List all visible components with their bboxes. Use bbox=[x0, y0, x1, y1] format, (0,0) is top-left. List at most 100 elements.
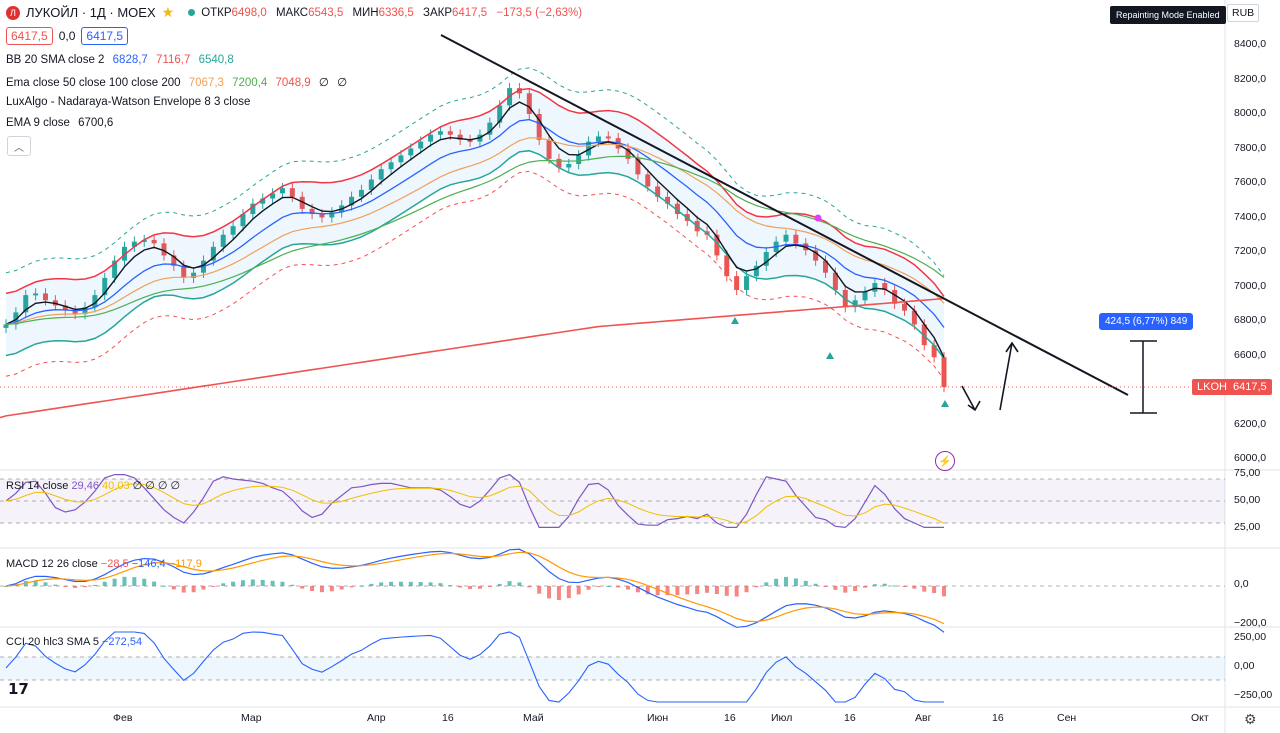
macd-histogram-bar bbox=[547, 586, 552, 599]
candle-body bbox=[595, 136, 601, 142]
macd-histogram-bar bbox=[695, 586, 700, 595]
cci-legend[interactable]: CCI 20 hlc3 SMA 5 −272,54 bbox=[6, 636, 143, 648]
candle-body bbox=[783, 234, 789, 242]
macd-histogram-bar bbox=[922, 586, 927, 592]
macd-histogram-bar bbox=[53, 584, 58, 586]
pane-axis-tick: 250,00 bbox=[1234, 631, 1267, 643]
macd-histogram-bar bbox=[329, 586, 334, 592]
macd-histogram-bar bbox=[813, 583, 818, 586]
macd-histogram-bar bbox=[635, 586, 640, 593]
candle-body bbox=[398, 155, 404, 163]
currency-selector[interactable]: RUB bbox=[1227, 4, 1260, 22]
price-tick: 7200,0 bbox=[1234, 245, 1267, 257]
ema-legend[interactable]: Ema close 50 close 100 close 200 7067,3 … bbox=[6, 77, 348, 89]
candle-body bbox=[121, 246, 127, 261]
time-tick: Май bbox=[523, 712, 544, 724]
sell-price[interactable]: 6417,5 bbox=[6, 27, 53, 45]
macd-histogram-bar bbox=[270, 580, 275, 586]
candle-body bbox=[665, 196, 671, 204]
candle-body bbox=[645, 174, 651, 187]
macd-histogram-bar bbox=[438, 583, 443, 586]
macd-histogram-bar bbox=[774, 578, 779, 586]
bb-upper-line bbox=[5, 87, 945, 297]
macd-histogram-bar bbox=[882, 583, 887, 586]
macd-histogram-bar bbox=[448, 585, 453, 587]
macd-histogram-bar bbox=[152, 581, 157, 586]
macd-histogram-bar bbox=[823, 586, 828, 587]
candle-body bbox=[872, 283, 878, 292]
pane-axis-tick: 75,00 bbox=[1234, 467, 1261, 479]
macd-histogram-bar bbox=[596, 586, 601, 587]
macd-histogram-bar bbox=[43, 582, 48, 586]
candle-body bbox=[536, 114, 542, 140]
price-tick: 8000,0 bbox=[1234, 107, 1267, 119]
candle-body bbox=[813, 250, 819, 261]
signal-marker bbox=[731, 317, 739, 324]
rsi-legend[interactable]: RSI 14 close 29,46 40,03 ∅ ∅ ∅ ∅ bbox=[6, 480, 181, 492]
macd-histogram-bar bbox=[665, 586, 670, 596]
symbol-title[interactable]: ЛУКОЙЛ · 1Д · MOEX bbox=[26, 5, 156, 20]
rsi-ma-line bbox=[5, 483, 945, 525]
macd-histogram-bar bbox=[398, 581, 403, 586]
time-tick: Фев bbox=[113, 712, 133, 724]
time-tick: 16 bbox=[844, 712, 856, 724]
candle-body bbox=[447, 131, 453, 135]
macd-histogram-bar bbox=[606, 585, 611, 587]
candle-body bbox=[151, 239, 157, 244]
macd-histogram-bar bbox=[132, 577, 137, 586]
signal-marker bbox=[826, 352, 834, 359]
bb-legend[interactable]: BB 20 SMA close 2 6828,7 7116,7 6540,8 bbox=[6, 54, 234, 66]
candle-body bbox=[289, 188, 295, 197]
candle-body bbox=[655, 186, 661, 197]
ohlc-values: ОТКР6498,0 МАКС6543,5 МИН6336,5 ЗАКР6417… bbox=[201, 6, 583, 19]
candle-body bbox=[141, 239, 147, 242]
macd-histogram-bar bbox=[122, 576, 127, 586]
macd-histogram-bar bbox=[290, 584, 295, 586]
macd-histogram-bar bbox=[902, 586, 907, 587]
ema9-legend[interactable]: EMA 9 close 6700,6 bbox=[6, 117, 114, 129]
candle-body bbox=[210, 246, 216, 261]
macd-histogram-bar bbox=[112, 578, 117, 586]
macd-histogram-bar bbox=[487, 586, 492, 587]
signal-marker bbox=[941, 400, 949, 407]
macd-legend[interactable]: MACD 12 26 close −28,5 −146,4 −117,9 bbox=[6, 558, 202, 570]
macd-histogram-bar bbox=[626, 586, 631, 590]
tradingview-logo[interactable]: 17 bbox=[8, 680, 29, 698]
last-price-label: LKOH 6417,5 bbox=[1192, 379, 1272, 395]
candle-body bbox=[586, 141, 592, 156]
nw-envelope-lower bbox=[5, 170, 945, 380]
buy-price[interactable]: 6417,5 bbox=[81, 27, 129, 45]
macd-histogram-bar bbox=[339, 586, 344, 590]
spread-value: 0,0 bbox=[58, 29, 76, 43]
repainting-badge: Repainting Mode Enabled bbox=[1110, 6, 1226, 24]
candle-body bbox=[349, 196, 355, 206]
candle-body bbox=[3, 324, 9, 328]
gear-icon[interactable]: ⚙ bbox=[1244, 711, 1257, 727]
star-icon[interactable]: ★ bbox=[161, 4, 175, 20]
candle-body bbox=[832, 272, 838, 290]
lightning-icon[interactable]: ⚡ bbox=[935, 451, 955, 471]
candle-body bbox=[457, 134, 463, 140]
candle-body bbox=[408, 148, 414, 156]
luxalgo-legend[interactable]: LuxAlgo - Nadaraya-Watson Envelope 8 3 c… bbox=[6, 96, 251, 108]
macd-histogram-bar bbox=[379, 582, 384, 586]
candle-body bbox=[42, 293, 48, 301]
macd-histogram-bar bbox=[458, 586, 463, 588]
price-tick: 7600,0 bbox=[1234, 176, 1267, 188]
price-tick: 7800,0 bbox=[1234, 141, 1267, 154]
candle-body bbox=[102, 277, 108, 296]
macd-histogram-bar bbox=[793, 578, 798, 586]
macd-histogram-bar bbox=[833, 586, 838, 590]
macd-histogram-bar bbox=[142, 578, 147, 586]
pane-axis-tick: −250,00 bbox=[1234, 689, 1273, 701]
macd-histogram-bar bbox=[161, 585, 166, 587]
time-tick: Апр bbox=[367, 712, 386, 724]
macd-histogram-bar bbox=[675, 586, 680, 596]
collapse-legend-button[interactable]: ︿ bbox=[7, 136, 31, 156]
candle-body bbox=[625, 148, 631, 159]
price-tick: 7400,0 bbox=[1234, 210, 1267, 223]
candle-body bbox=[793, 234, 799, 244]
candle-body bbox=[13, 312, 19, 325]
candle-body bbox=[309, 208, 315, 215]
